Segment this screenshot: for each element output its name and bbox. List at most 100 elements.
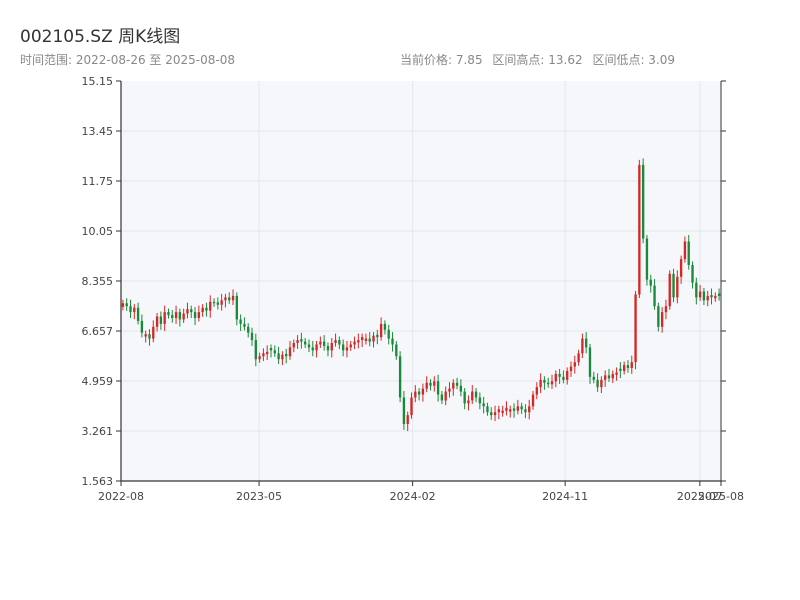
- candle-body: [467, 400, 470, 404]
- candle-body: [254, 340, 257, 360]
- candle-body: [596, 379, 599, 388]
- candle-body: [398, 356, 402, 398]
- candle-body: [543, 379, 546, 383]
- candle: [334, 333, 337, 347]
- candle-body: [129, 306, 132, 313]
- candle-body: [330, 343, 333, 351]
- candle-body: [376, 334, 379, 338]
- candle: [717, 288, 721, 301]
- candle: [258, 352, 261, 363]
- candle-body: [622, 365, 626, 371]
- candle-body: [193, 312, 197, 318]
- candle: [433, 376, 436, 392]
- candle-body: [433, 381, 436, 386]
- candle: [660, 307, 664, 333]
- candle-body: [277, 353, 280, 360]
- candle-body: [558, 373, 561, 377]
- candle-body: [645, 238, 649, 280]
- candle: [129, 299, 132, 318]
- y-tick-label: 1.563: [82, 475, 114, 488]
- candle: [136, 302, 140, 325]
- candle: [421, 383, 425, 402]
- candle-body: [417, 391, 421, 395]
- candle-body: [611, 373, 614, 379]
- candle: [516, 399, 520, 415]
- candle-body: [341, 344, 345, 351]
- candle: [224, 293, 227, 308]
- candle: [311, 340, 314, 357]
- x-tick-label: 2022-08: [98, 490, 144, 503]
- candle-body: [281, 354, 284, 360]
- candle: [600, 376, 603, 394]
- price-stats: 当前价格: 7.85 区间高点: 13.62 区间低点: 3.09: [400, 51, 681, 68]
- candle-body: [300, 339, 303, 342]
- candle: [474, 388, 478, 403]
- candle-body: [600, 379, 603, 388]
- candle-body: [634, 294, 637, 363]
- candle: [243, 317, 246, 331]
- candle: [360, 333, 364, 348]
- candle: [395, 340, 398, 360]
- candle: [679, 255, 683, 284]
- candle: [349, 340, 352, 351]
- candle: [486, 402, 489, 416]
- candle-body: [497, 409, 501, 413]
- candle: [182, 308, 185, 323]
- candle-body: [296, 340, 299, 344]
- candle-body: [691, 264, 694, 283]
- candle-body: [455, 382, 459, 386]
- candle-body: [482, 403, 485, 407]
- candle-body: [159, 316, 163, 324]
- candle-body: [607, 375, 611, 379]
- candle-body: [322, 341, 326, 346]
- x-tick-label: 2024-02: [390, 490, 436, 503]
- candle-body: [212, 301, 216, 304]
- candle-body: [448, 388, 451, 392]
- candle: [220, 293, 223, 311]
- candle: [273, 345, 276, 357]
- candle-body: [395, 344, 398, 357]
- candle: [710, 288, 713, 305]
- candle: [383, 320, 387, 335]
- candle: [607, 368, 611, 382]
- y-tick-label: 6.657: [82, 325, 114, 338]
- candle: [250, 327, 254, 346]
- candle-body: [152, 326, 155, 339]
- candle: [562, 370, 565, 384]
- candle-body: [702, 291, 706, 301]
- x-tick-label: 2023-05: [236, 490, 282, 503]
- candle-body: [243, 323, 246, 327]
- candle: [611, 370, 614, 384]
- candle: [645, 234, 649, 286]
- candle-body: [478, 397, 482, 404]
- candle: [490, 407, 493, 420]
- candle-body: [524, 409, 527, 413]
- candle: [528, 399, 531, 420]
- candle-body: [338, 340, 341, 345]
- candle: [228, 292, 231, 304]
- candle-body: [547, 382, 550, 385]
- candle-body: [379, 323, 383, 338]
- candle: [319, 336, 322, 349]
- candle-body: [592, 376, 595, 380]
- candle-body: [372, 335, 375, 342]
- candle: [463, 388, 466, 410]
- candle: [505, 401, 508, 416]
- candle: [345, 340, 349, 358]
- candle: [254, 333, 257, 367]
- x-tick-label: 2025-08: [698, 490, 744, 503]
- candle: [448, 382, 451, 398]
- candle: [292, 339, 295, 353]
- candle-body: [626, 365, 630, 369]
- candle: [714, 292, 717, 302]
- candle: [440, 391, 444, 404]
- candle-body: [706, 295, 709, 301]
- candle-body: [490, 412, 493, 416]
- candle: [467, 395, 470, 411]
- candle-body: [676, 276, 679, 298]
- candle: [566, 367, 569, 385]
- candle: [501, 405, 504, 417]
- candle-body: [197, 312, 201, 318]
- candle-body: [649, 279, 652, 286]
